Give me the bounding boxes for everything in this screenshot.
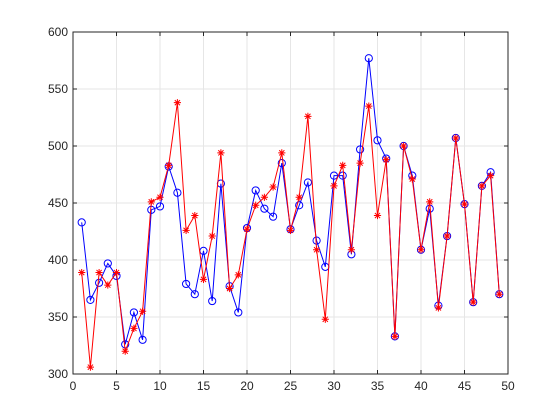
data-point-circle <box>138 335 147 344</box>
data-point-circle <box>173 188 182 197</box>
y-tick-label: 350 <box>48 310 68 324</box>
data-point-asterisk <box>443 232 451 240</box>
x-tick-label: 10 <box>153 379 167 393</box>
data-point-asterisk <box>400 142 408 150</box>
data-point-asterisk <box>373 211 382 220</box>
x-tick-label: 20 <box>240 379 254 393</box>
data-point-asterisk <box>104 281 112 289</box>
data-point-asterisk <box>330 182 338 190</box>
data-point-asterisk <box>226 284 234 293</box>
y-tick-label: 450 <box>48 196 68 210</box>
data-point-asterisk <box>304 112 312 120</box>
data-point-asterisk <box>452 134 460 142</box>
data-point-asterisk <box>165 161 173 169</box>
data-point-asterisk <box>260 193 268 201</box>
data-point-asterisk <box>139 307 147 315</box>
series-2 <box>78 99 503 371</box>
data-point-asterisk <box>130 324 138 332</box>
data-point-asterisk <box>469 298 477 306</box>
x-tick-label: 30 <box>327 379 341 393</box>
y-tick-label: 600 <box>48 25 68 39</box>
data-point-asterisk <box>243 225 251 233</box>
data-point-circle <box>277 159 286 168</box>
data-point-asterisk <box>313 246 321 254</box>
data-point-asterisk <box>156 193 164 201</box>
data-point-circle <box>303 178 312 187</box>
y-tick-label: 300 <box>48 367 68 381</box>
y-tick-label: 550 <box>48 82 68 96</box>
data-point-asterisk <box>173 99 181 107</box>
data-point-asterisk <box>339 161 347 169</box>
x-tick-label: 35 <box>371 379 385 393</box>
data-point-asterisk <box>208 232 216 240</box>
data-point-circle <box>103 259 112 268</box>
data-point-asterisk <box>191 211 199 220</box>
data-point-circle <box>129 308 138 317</box>
x-tick-label: 50 <box>501 379 515 393</box>
data-point-asterisk <box>217 149 225 157</box>
data-point-asterisk <box>199 275 208 283</box>
data-point-asterisk <box>356 159 364 167</box>
y-tick-label: 400 <box>48 253 68 267</box>
x-tick-label: 25 <box>284 379 298 393</box>
data-point-circle <box>338 171 347 180</box>
data-point-asterisk <box>478 182 486 190</box>
grid-lines <box>73 32 508 374</box>
data-point-asterisk <box>121 347 129 355</box>
data-point-circle <box>251 186 260 195</box>
axis-ticks: 0 5 10 15 20 25 30 35 40 45 50 300 350 400 450 500 550 60… <box>48 25 515 393</box>
data-series <box>77 54 504 371</box>
data-point-circle <box>86 295 95 304</box>
data-point-asterisk <box>487 172 495 180</box>
data-point-asterisk <box>252 201 260 209</box>
data-point-asterisk <box>391 332 399 340</box>
x-tick-label: 0 <box>70 379 77 393</box>
data-point-asterisk <box>295 193 303 201</box>
data-point-asterisk <box>417 246 425 254</box>
data-point-asterisk <box>112 268 121 277</box>
data-point-asterisk <box>278 149 286 157</box>
data-point-circle <box>95 278 104 287</box>
data-point-asterisk <box>182 226 190 234</box>
data-point-asterisk <box>78 268 86 277</box>
x-tick-label: 5 <box>113 379 120 393</box>
data-point-asterisk <box>495 290 503 298</box>
data-point-circle <box>269 212 278 221</box>
data-point-asterisk <box>86 363 94 371</box>
data-point-asterisk <box>347 246 355 254</box>
y-tick-label: 500 <box>48 139 68 153</box>
data-point-asterisk <box>147 198 155 206</box>
x-tick-label: 40 <box>414 379 428 393</box>
data-point-circle <box>190 290 199 299</box>
data-point-circle <box>155 202 165 211</box>
data-point-asterisk <box>434 304 442 312</box>
data-point-circle <box>182 279 191 289</box>
data-point-asterisk <box>321 315 329 323</box>
data-point-circle <box>208 296 217 306</box>
data-point-asterisk <box>460 200 469 208</box>
data-point-asterisk <box>95 268 103 277</box>
data-point-asterisk <box>269 183 277 191</box>
data-point-circle <box>260 204 269 213</box>
data-point-asterisk <box>365 102 373 110</box>
data-point-asterisk <box>234 271 242 279</box>
data-point-circle <box>329 171 339 180</box>
data-point-circle <box>373 136 382 145</box>
x-tick-label: 15 <box>197 379 211 393</box>
data-point-circle <box>295 201 304 210</box>
data-point-asterisk <box>382 156 390 164</box>
data-point-asterisk <box>426 198 434 206</box>
x-tick-label: 45 <box>458 379 472 393</box>
data-point-asterisk <box>286 226 295 234</box>
data-point-circle <box>356 145 365 154</box>
data-point-asterisk <box>408 175 416 183</box>
data-point-circle <box>77 218 86 227</box>
data-point-circle <box>234 308 243 317</box>
data-point-circle <box>364 54 373 63</box>
